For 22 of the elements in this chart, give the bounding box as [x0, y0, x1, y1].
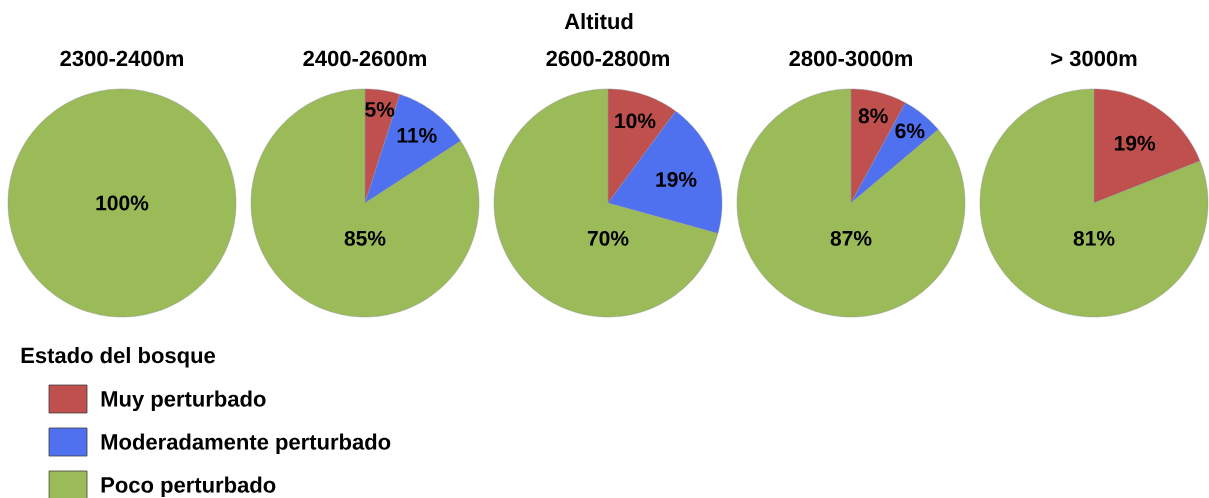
legend-title: Estado del bosque: [21, 347, 216, 368]
chart-title: 2400-2600m: [303, 50, 426, 67]
chart-title: 2300-2400m: [60, 50, 183, 67]
data-label: 87%: [830, 230, 872, 246]
chart-title: > 3000m: [1051, 50, 1137, 67]
text: Altitud: [564, 13, 633, 30]
legend-label: Moderadamente perturbado: [101, 433, 391, 455]
data-label: 70%: [587, 230, 629, 246]
data-label: 6%: [895, 123, 925, 139]
data-label: 10%: [615, 113, 656, 129]
data-label: 100%: [96, 195, 149, 211]
data-label: 85%: [344, 230, 386, 246]
legend-label: Poco perturbado: [101, 476, 276, 498]
data-label: 8%: [858, 108, 888, 124]
data-label: 5%: [365, 102, 395, 117]
chart-title: 2800-3000m: [789, 50, 912, 67]
chart-title: 2600-2800m: [546, 50, 669, 67]
data-label: 11%: [397, 127, 437, 143]
data-label: 81%: [1073, 230, 1115, 246]
legend-label: Muy perturbado: [101, 390, 266, 412]
data-label: 19%: [656, 172, 697, 187]
data-label: 19%: [1114, 135, 1156, 151]
